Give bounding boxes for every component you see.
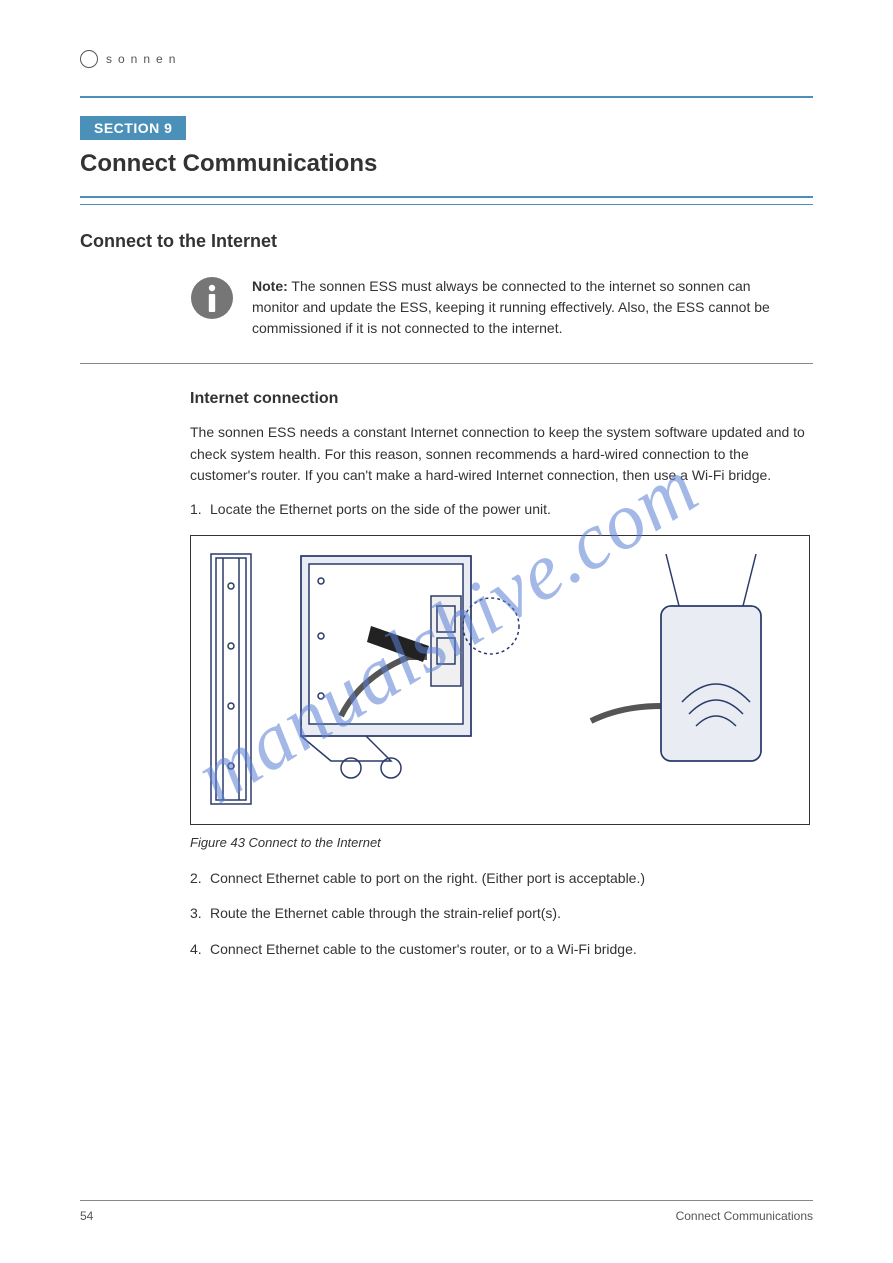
rule-mid-2 — [80, 204, 813, 206]
logo-circle-icon — [80, 50, 98, 68]
step-4: 4.Connect Ethernet cable to the customer… — [190, 939, 813, 961]
step-1-text: Locate the Ethernet ports on the side of… — [210, 501, 551, 517]
note-text: The sonnen ESS must always be connected … — [252, 278, 770, 336]
heading-1: Connect Communications — [80, 150, 813, 178]
step-3-num: 3. — [190, 903, 210, 925]
footer-rule — [80, 1200, 813, 1201]
info-icon — [190, 276, 234, 325]
note-bold: Note: — [252, 278, 288, 294]
section-badge-label: SECTION 9 — [80, 116, 186, 140]
footer-section-title: Connect Communications — [676, 1209, 813, 1223]
step-3: 3.Route the Ethernet cable through the s… — [190, 903, 813, 925]
brand-logo: sonnen — [80, 50, 813, 68]
section-badge: SECTION 9 — [80, 116, 813, 140]
footer-page-number: 54 — [80, 1209, 93, 1223]
figure-box — [190, 535, 810, 825]
step-2: 2.Connect Ethernet cable to port on the … — [190, 868, 813, 890]
figure-caption: Figure 43 Connect to the Internet — [190, 835, 813, 850]
step-1: 1.Locate the Ethernet ports on the side … — [190, 499, 813, 521]
note-block: Note: The sonnen ESS must always be conn… — [190, 276, 813, 339]
step-1-num: 1. — [190, 499, 210, 521]
brand-name: sonnen — [106, 52, 181, 66]
heading-2: Connect to the Internet — [80, 231, 813, 252]
content-indent: Internet connection The sonnen ESS needs… — [190, 390, 813, 961]
heading-3: Internet connection — [190, 390, 813, 408]
page-root: sonnen SECTION 9 Connect Communications … — [0, 0, 893, 1263]
step-3-text: Route the Ethernet cable through the str… — [210, 905, 561, 921]
step-2-text: Connect Ethernet cable to port on the ri… — [210, 870, 645, 886]
rule-top — [80, 96, 813, 98]
note-body: Note: The sonnen ESS must always be conn… — [252, 276, 772, 339]
spacer — [190, 850, 813, 868]
footer: 54 Connect Communications — [80, 1200, 813, 1223]
step-4-num: 4. — [190, 939, 210, 961]
step-4-text: Connect Ethernet cable to the customer's… — [210, 941, 637, 957]
paragraph-intro: The sonnen ESS needs a constant Internet… — [190, 422, 813, 487]
rule-mid-1 — [80, 196, 813, 198]
rule-thin — [80, 363, 813, 364]
figure-illustration-icon — [191, 536, 810, 825]
footer-row: 54 Connect Communications — [80, 1209, 813, 1223]
step-2-num: 2. — [190, 868, 210, 890]
